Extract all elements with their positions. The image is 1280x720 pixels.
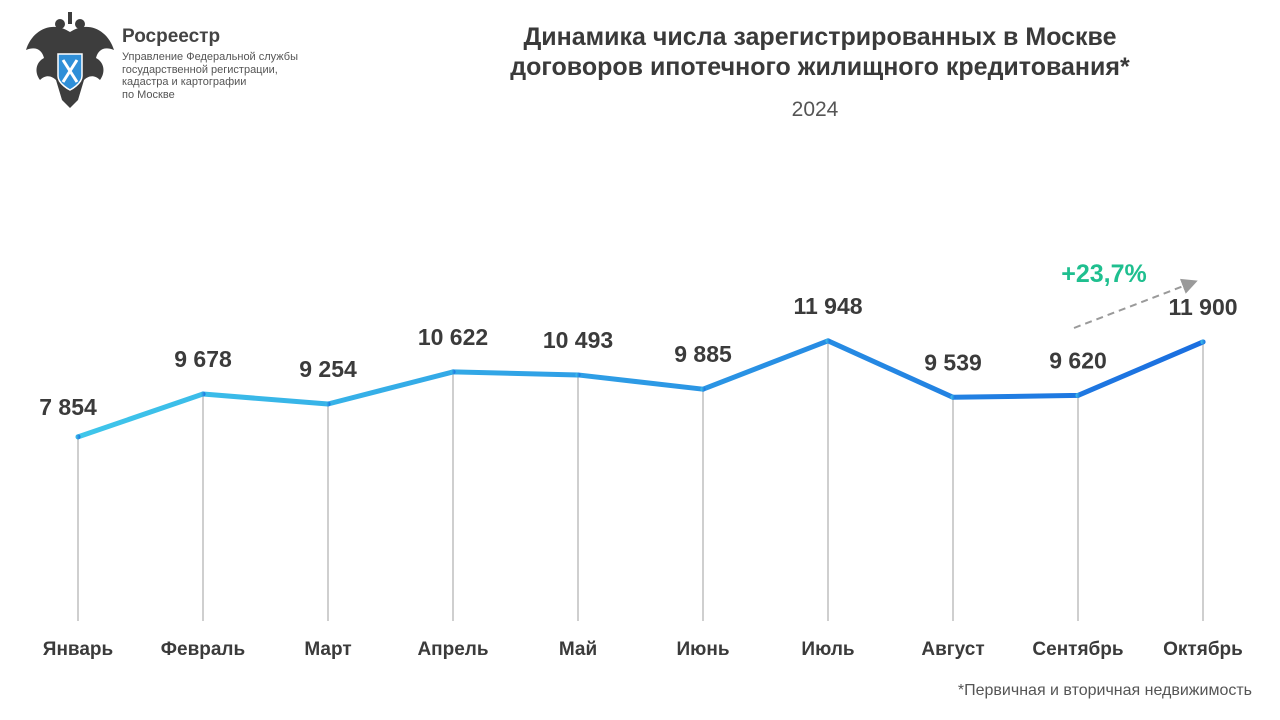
data-label: 7 854 — [39, 394, 97, 420]
data-point — [825, 338, 831, 344]
trend-arrow — [1073, 278, 1198, 329]
data-label: 11 900 — [1168, 294, 1237, 320]
brand-subtitle: Управление Федеральной службы государств… — [122, 51, 322, 101]
data-label: 9 254 — [299, 356, 357, 382]
x-tick-label: Сентябрь — [1032, 639, 1123, 660]
data-point — [1200, 339, 1206, 345]
title-line: договоров ипотечного жилищного кредитова… — [510, 53, 1130, 81]
data-point — [575, 372, 581, 378]
brand-sub-line: кадастра и картографии — [122, 76, 247, 88]
data-label: 10 622 — [418, 324, 488, 350]
chart-title: Динамика числа зарегистрированных в Моск… — [400, 22, 1240, 82]
x-tick-label: Январь — [43, 639, 113, 660]
brand-name: Росреестр — [122, 26, 221, 47]
data-point — [200, 391, 206, 397]
x-tick-label: Февраль — [161, 639, 245, 660]
data-label: 9 620 — [1049, 347, 1107, 373]
x-tick-label: Июль — [801, 639, 854, 660]
brand-sub-line: государственной регистрации, — [122, 63, 278, 76]
data-label: 9 885 — [674, 341, 732, 367]
growth-annotation: +23,7% — [1061, 260, 1147, 288]
data-label: 11 948 — [793, 293, 862, 319]
brand-sub-line: по Москве — [122, 88, 175, 101]
x-tick-label: Октябрь — [1163, 639, 1243, 660]
data-label: 9 678 — [174, 346, 232, 372]
footnote: *Первичная и вторичная недвижимость — [957, 682, 1252, 699]
data-point — [325, 401, 331, 407]
rosreestr-eagle-logo — [26, 12, 114, 108]
chart-subtitle: 2024 — [791, 98, 839, 121]
x-tick-label: Март — [304, 639, 351, 660]
data-point — [700, 386, 706, 392]
series-line — [75, 338, 1206, 440]
title-line: Динамика числа зарегистрированных в Моск… — [523, 23, 1117, 51]
x-tick-label: Апрель — [417, 639, 488, 660]
x-tick-label: Июнь — [676, 639, 729, 660]
brand-sub-line: Управление Федеральной службы — [122, 51, 298, 63]
x-tick-label: Май — [559, 639, 597, 660]
data-label: 10 493 — [543, 327, 613, 353]
data-point — [1075, 392, 1081, 398]
data-label: 9 539 — [924, 349, 982, 375]
data-point — [950, 394, 956, 400]
data-point — [75, 434, 81, 440]
data-point — [450, 369, 456, 375]
x-tick-label: Август — [921, 639, 984, 660]
